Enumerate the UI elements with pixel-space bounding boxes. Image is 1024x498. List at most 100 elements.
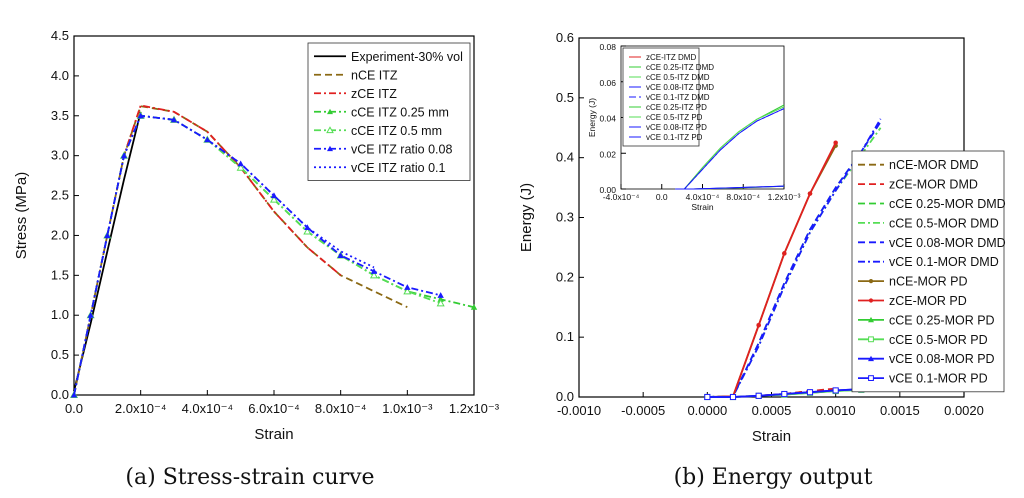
b-legend-label-vce-0-1-mor-dmd: vCE 0.1-MOR DMD	[889, 255, 999, 269]
a-point-vce-itz-ratio-0-08	[137, 112, 144, 119]
a-legend-label-cce-itz-0-5-mm: cCE ITZ 0.5 mm	[351, 124, 442, 138]
b-x-tick-label: 0.0000	[687, 403, 727, 418]
a-y-tick-label: 2.0	[51, 227, 69, 242]
b-x-tick-label: 0.0010	[816, 403, 856, 418]
inset-y-tick-label: 0.06	[599, 78, 616, 88]
b-y-tick-label: 0.1	[556, 329, 574, 344]
a-legend-label-cce-itz-0-25-mm: cCE ITZ 0.25 mm	[351, 105, 449, 119]
a-point-cce-itz-0-5-mm	[269, 195, 279, 203]
caption-a: (a) Stress-strain curve	[125, 465, 374, 490]
b-legend-marker	[868, 355, 874, 362]
inset-legend-label-vce-0-1-itz-pd: vCE 0.1-ITZ PD	[646, 133, 703, 142]
a-point-vce-itz-ratio-0-08	[204, 136, 211, 143]
b-y-tick-label: 0.3	[556, 210, 574, 225]
a-legend-marker	[327, 108, 333, 115]
caption-b: (b) Energy output	[674, 465, 873, 490]
b-x-tick-label: -0.0005	[621, 403, 665, 418]
b-legend-label-cce-0-5-mor-dmd: cCE 0.5-MOR DMD	[889, 216, 999, 230]
inset-legend-label-cce-0-5-itz-pd: cCE 0.5-ITZ PD	[646, 113, 703, 122]
a-point-cce-itz-0-25-mm	[470, 304, 478, 310]
a-point-vce-itz-ratio-0-08	[337, 252, 344, 258]
panel-b-inset: -4.0x10⁻⁴ 0.0 4.0x10⁻⁴ 8.0x10⁻⁴ 1.2x10⁻³ 0.00…	[587, 42, 801, 212]
b-point-vce-0-1-mor-pd	[704, 393, 711, 401]
a-legend-label-zce-itz: zCE ITZ	[351, 87, 397, 101]
a-x-tick-label: 2.0x10⁻⁴	[115, 401, 166, 416]
a-y-tick-label: 3.5	[51, 108, 69, 123]
b-y-tick-label: 0.2	[556, 269, 574, 284]
b-legend-marker	[868, 279, 874, 284]
a-x-tick-label: 1.2x10⁻³	[449, 401, 500, 416]
b-y-tick-label: 0.6	[556, 30, 574, 45]
b-legend-marker	[868, 375, 874, 382]
a-point-cce-itz-0-5-mm	[369, 271, 379, 279]
a-legend-label-vce-itz-ratio-0-08: vCE ITZ ratio 0.08	[351, 142, 452, 156]
a-y-tick-label: 0.0	[51, 387, 69, 402]
a-point-vce-itz-ratio-0-08	[270, 192, 278, 199]
inset-legend-label-cce-0-25-itz-pd: cCE 0.25-ITZ PD	[646, 103, 707, 112]
a-point-cce-itz-0-5-mm	[236, 163, 245, 171]
a-y-axis-label: Stress (MPa)	[13, 172, 30, 260]
b-legend-label-cce-0-25-mor-pd: cCE 0.25-MOR PD	[889, 313, 995, 327]
a-point-vce-itz-ratio-0-08	[120, 152, 128, 159]
b-x-tick-label: 0.0015	[880, 403, 920, 418]
b-point-zce-mor-pd	[807, 191, 813, 196]
b-point-vce-0-1-mor-pd	[729, 393, 737, 401]
b-x-tick-label: 0.0020	[944, 403, 984, 418]
inset-x-tick-label: 8.0x10⁻⁴	[726, 192, 760, 202]
b-legend-label-vce-0-1-mor-pd: vCE 0.1-MOR PD	[889, 372, 988, 386]
b-y-tick-label: 0.5	[556, 90, 574, 105]
b-legend-marker	[868, 336, 874, 343]
b-legend-label-cce-0-25-mor-dmd: cCE 0.25-MOR DMD	[889, 197, 1006, 211]
inset-y-tick-label: 0.08	[599, 42, 616, 52]
inset-y-tick-label: 0.00	[599, 185, 616, 195]
b-legend-marker	[868, 316, 874, 323]
inset-x-tick-label: 0.0	[656, 192, 668, 202]
b-x-tick-label: 0.0005	[752, 403, 792, 418]
a-legend-marker	[326, 126, 334, 134]
a-y-tick-label: 0.5	[51, 347, 69, 362]
a-legend-marker	[327, 145, 333, 152]
inset-series-line-vce-0-1-itz-pd	[675, 185, 785, 190]
a-point-cce-itz-0-5-mm	[436, 299, 445, 307]
inset-legend-label-cce-0-5-itz-dmd: cCE 0.5-ITZ DMD	[646, 73, 710, 82]
b-legend-box	[851, 150, 1005, 393]
inset-y-tick-label: 0.04	[599, 114, 616, 124]
inset-x-tick-label: 4.0x10⁻⁴	[686, 192, 720, 202]
a-x-tick-label: 4.0x10⁻⁴	[182, 401, 233, 416]
a-series-line-vce-itz-ratio-0-1	[73, 114, 375, 396]
a-y-tick-label: 3.0	[51, 148, 69, 163]
b-point-zce-mor-pd	[833, 140, 838, 145]
a-y-tick-label: 4.5	[51, 28, 69, 43]
a-point-vce-itz-ratio-0-08	[404, 284, 411, 290]
a-y-tick-label: 1.0	[51, 307, 69, 322]
inset-x-tick-label: 1.2x10⁻³	[768, 192, 801, 202]
inset-legend-label-zce-itz-dmd: zCE-ITZ DMD	[646, 53, 696, 62]
a-y-tick-label: 1.5	[51, 267, 69, 282]
b-y-axis-label: Energy (J)	[518, 183, 535, 252]
inset-series-line-vce-0-1-itz-dmd	[675, 108, 785, 190]
b-point-vce-0-1-mor-pd	[781, 390, 788, 398]
b-legend-label-nce-mor-pd: nCE-MOR PD	[889, 275, 967, 289]
b-y-tick-label: 0.4	[556, 150, 574, 165]
a-point-cce-itz-0-5-mm	[403, 287, 412, 295]
b-x-axis-label: Strain	[752, 428, 791, 445]
inset-legend-label-vce-0-08-itz-dmd: vCE 0.08-ITZ DMD	[646, 83, 714, 92]
a-x-tick-label: 0.0	[65, 401, 83, 416]
a-x-tick-label: 8.0x10⁻⁴	[315, 401, 366, 416]
inset-legend-label-vce-0-08-itz-pd: vCE 0.08-ITZ PD	[646, 123, 707, 132]
b-legend-label-vce-0-08-mor-pd: vCE 0.08-MOR PD	[889, 352, 995, 366]
a-legend-label-vce-itz-ratio-0-1: vCE ITZ ratio 0.1	[351, 161, 446, 175]
b-point-vce-0-1-mor-pd	[832, 387, 839, 394]
inset-x-axis-label: Strain	[691, 202, 713, 212]
inset-x-tick-label: -4.0x10⁻⁴	[603, 192, 640, 202]
b-point-zce-mor-pd	[756, 322, 761, 328]
a-y-tick-label: 4.0	[51, 68, 69, 83]
b-legend-marker	[868, 298, 874, 303]
a-y-tick-label: 2.5	[51, 188, 69, 203]
b-legend-label-zce-mor-pd: zCE-MOR PD	[889, 294, 967, 308]
a-legend-label-experiment-30-vol: Experiment-30% vol	[351, 50, 463, 64]
a-point-vce-itz-ratio-0-08	[437, 292, 444, 298]
a-point-cce-itz-0-5-mm	[303, 227, 312, 235]
a-point-vce-itz-ratio-0-08	[104, 232, 111, 239]
